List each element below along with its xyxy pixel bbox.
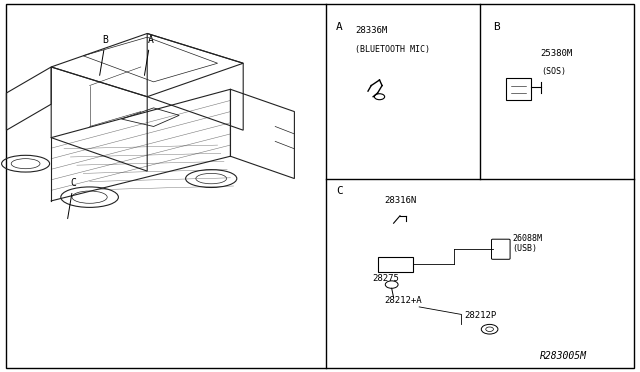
Text: B: B xyxy=(100,35,109,76)
Text: 25380M: 25380M xyxy=(541,49,573,58)
Text: 28212P: 28212P xyxy=(464,311,496,320)
Bar xyxy=(506,78,531,100)
Text: B: B xyxy=(493,22,500,32)
Text: A: A xyxy=(336,22,343,32)
Text: 26088M
(USB): 26088M (USB) xyxy=(512,234,542,253)
Text: 28212+A: 28212+A xyxy=(384,296,422,305)
Text: R283005M: R283005M xyxy=(540,351,587,361)
Text: C: C xyxy=(68,178,77,219)
Text: 28316N: 28316N xyxy=(384,196,416,205)
Text: C: C xyxy=(336,186,343,196)
Text: 28275: 28275 xyxy=(372,274,399,283)
Text: A: A xyxy=(145,35,154,76)
Text: (SOS): (SOS) xyxy=(541,67,566,76)
Text: 28336M: 28336M xyxy=(355,26,387,35)
Text: (BLUETOOTH MIC): (BLUETOOTH MIC) xyxy=(355,45,430,54)
Bar xyxy=(378,257,413,272)
